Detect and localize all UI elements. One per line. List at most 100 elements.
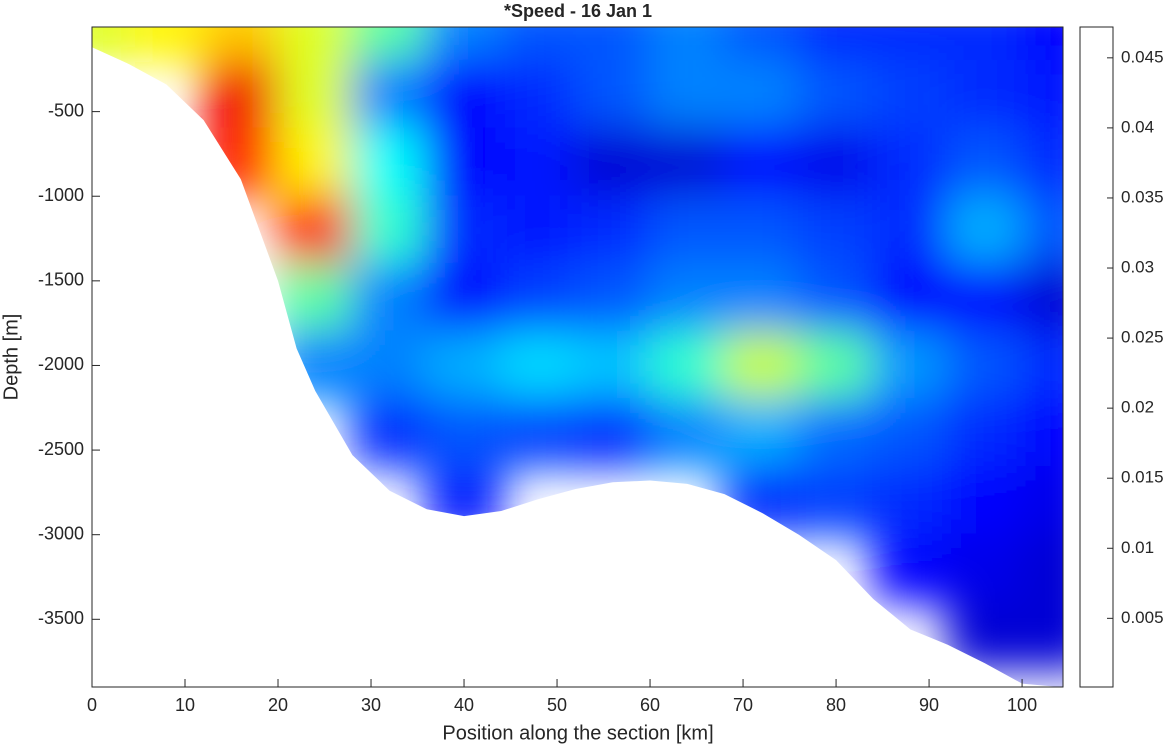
x-tick-label: 0: [87, 695, 97, 715]
speed-cell: [946, 27, 1024, 62]
speed-cell: [649, 27, 726, 62]
x-tick-label: 100: [1007, 695, 1037, 715]
y-tick-label: -1500: [38, 270, 84, 290]
speed-cell: [202, 59, 280, 130]
x-tick-label: 90: [919, 695, 939, 715]
speed-cell: [351, 330, 428, 401]
speed-cell: [425, 59, 503, 130]
speed-cell: [351, 127, 428, 198]
speed-cell: [723, 27, 800, 62]
speed-cell: [351, 262, 428, 333]
x-axis-label: Position along the section [km]: [442, 722, 713, 744]
speed-cell: [946, 466, 1024, 536]
speed-cell: [574, 195, 652, 265]
x-tick-label: 70: [733, 695, 753, 715]
speed-cell: [723, 262, 800, 333]
speed-cell: [1021, 195, 1063, 265]
speed-cell: [872, 398, 949, 468]
speed-cell: [1021, 27, 1063, 62]
speed-cell: [574, 27, 652, 62]
speed-cell: [946, 330, 1024, 401]
x-tick-label: 80: [826, 695, 846, 715]
speed-cell: [946, 398, 1024, 468]
speed-cell: [872, 262, 949, 333]
speed-cell: [797, 398, 875, 468]
x-tick-label: 10: [175, 695, 195, 715]
section: [92, 27, 1063, 672]
colorbar-tick-label: 0.005: [1121, 608, 1164, 627]
x-tick-label: 50: [547, 695, 567, 715]
speed-cell: [1021, 398, 1063, 468]
speed-cell: [277, 27, 354, 62]
speed-cell: [574, 127, 652, 198]
speed-cell: [277, 59, 354, 130]
speed-cell: [723, 466, 800, 536]
speed-cell: [797, 27, 875, 62]
speed-cell: [797, 262, 875, 333]
colorbar-tick-label: 0.015: [1121, 468, 1164, 487]
speed-cell: [351, 195, 428, 265]
colorbar-tick-label: 0.045: [1121, 47, 1164, 66]
speed-cell: [797, 59, 875, 130]
speed-cell: [1021, 466, 1063, 536]
speed-cell: [649, 59, 726, 130]
speed-cell: [872, 466, 949, 536]
speed-field: [92, 27, 1063, 672]
speed-cell: [574, 398, 652, 468]
plot-area: [92, 27, 1063, 672]
speed-cell: [574, 330, 652, 401]
speed-cell: [277, 330, 354, 401]
y-tick-label: -2000: [38, 354, 84, 374]
speed-cell: [425, 262, 503, 333]
speed-cell: [649, 195, 726, 265]
speed-cell: [1021, 533, 1063, 604]
speed-cell: [649, 330, 726, 401]
speed-cell: [723, 330, 800, 401]
colorbar-tick-label: 0.035: [1121, 187, 1164, 206]
speed-cell: [425, 398, 503, 468]
colorbar-tick-label: 0.02: [1121, 398, 1154, 417]
colorbar-tick-label: 0.04: [1121, 117, 1154, 136]
speed-cell: [946, 262, 1024, 333]
speed-cell: [277, 262, 354, 333]
x-tick-label: 20: [268, 695, 288, 715]
colorbar: [1079, 26, 1114, 688]
speed-cell: [425, 27, 503, 62]
speed-cell: [797, 127, 875, 198]
speed-cell: [574, 262, 652, 333]
x-tick-label: 40: [454, 695, 474, 715]
speed-cell: [500, 330, 577, 401]
speed-cell: [946, 195, 1024, 265]
speed-cell: [351, 59, 428, 130]
colorbar-tick-label: 0.03: [1121, 258, 1154, 277]
speed-cell: [723, 398, 800, 468]
y-tick-label: -500: [48, 100, 84, 120]
speed-cell: [277, 127, 354, 198]
speed-cell: [649, 127, 726, 198]
speed-cell: [723, 195, 800, 265]
speed-cell: [797, 466, 875, 536]
speed-cell: [425, 195, 503, 265]
speed-cell: [946, 601, 1024, 672]
speed-cell: [872, 533, 949, 604]
y-tick-label: -1000: [38, 185, 84, 205]
speed-cell: [1021, 262, 1063, 333]
speed-cell: [1021, 330, 1063, 401]
speed-cell: [128, 27, 205, 62]
speed-cell: [872, 127, 949, 198]
speed-cell: [872, 27, 949, 62]
speed-cell: [202, 127, 280, 198]
speed-cell: [1021, 601, 1063, 672]
axes: 0 10 20 30 40 50 60 70 80 90 100 -3500 -3000 -2500 -20…: [38, 26, 1164, 715]
speed-cell: [723, 127, 800, 198]
speed-cell: [946, 59, 1024, 130]
speed-cell: [797, 330, 875, 401]
speed-cell: [723, 59, 800, 130]
y-axis-label: Depth [m]: [0, 314, 22, 401]
y-tick-label: -2500: [38, 439, 84, 459]
speed-cell: [1021, 127, 1063, 198]
speed-cell: [500, 195, 577, 265]
x-tick-label: 30: [361, 695, 381, 715]
speed-cell: [574, 59, 652, 130]
x-tick-label: 60: [640, 695, 660, 715]
